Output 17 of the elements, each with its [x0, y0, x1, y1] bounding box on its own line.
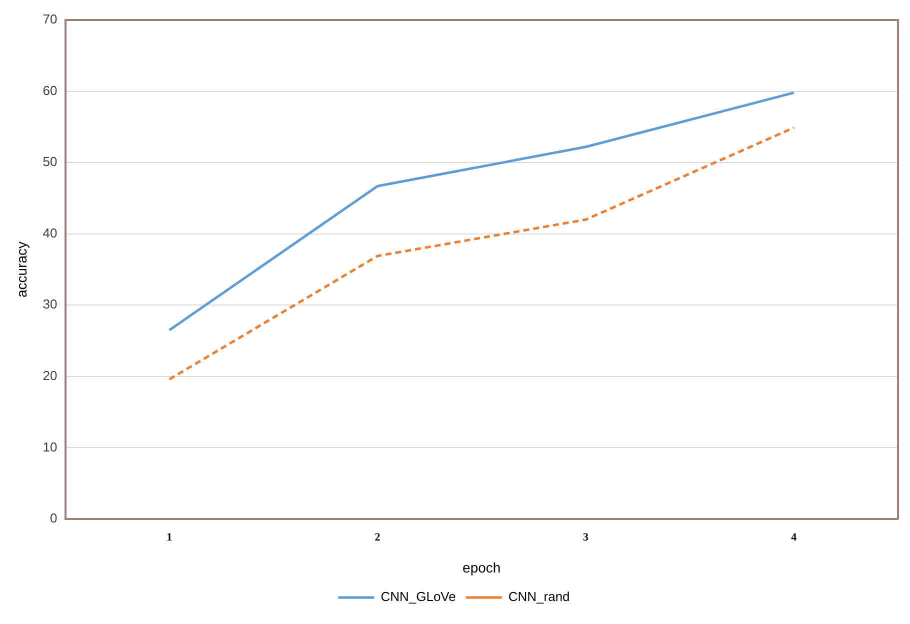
- y-tick-label: 30: [42, 296, 58, 312]
- x-tick-label: 4: [791, 531, 798, 544]
- y-tick-label: 0: [50, 510, 58, 526]
- x-axis-title: epoch: [462, 559, 501, 576]
- x-tick-label: 1: [166, 531, 172, 544]
- line-series: [168, 126, 796, 381]
- y-tick-label: 50: [42, 154, 58, 170]
- y-axis-title: accuracy: [13, 241, 30, 298]
- x-tick-label: 3: [582, 531, 589, 544]
- legend-label: CNN_GLoVe: [380, 589, 456, 604]
- y-tick-label: 40: [42, 225, 58, 240]
- y-tick-label: 70: [42, 12, 58, 27]
- y-tick-label: 20: [42, 368, 58, 384]
- y-tick-label: 60: [42, 82, 58, 98]
- x-tick-label: 2: [374, 531, 381, 544]
- legend-label: CNN_rand: [508, 589, 570, 604]
- y-tick-label: 10: [42, 439, 58, 454]
